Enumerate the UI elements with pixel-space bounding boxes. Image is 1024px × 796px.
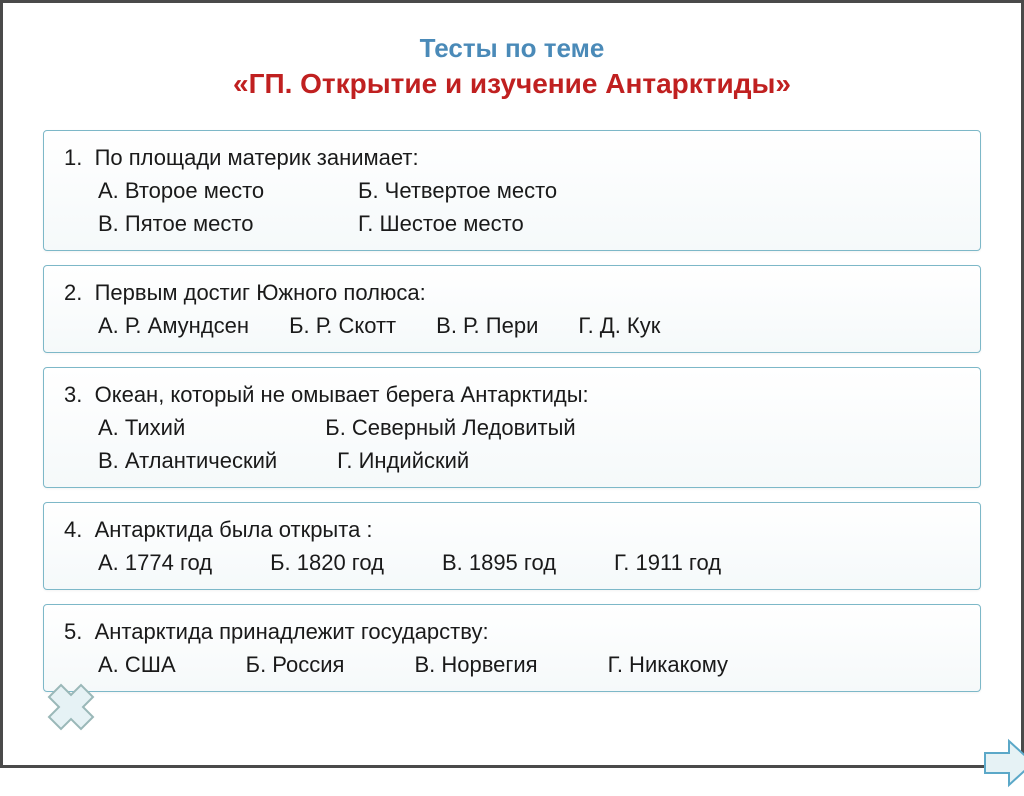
answer-item: Б. Северный Ледовитый (325, 411, 575, 444)
answer-item: Г. Никакому (608, 648, 728, 681)
answer-item: Г. Шестое место (358, 207, 538, 240)
question-3-row-2: В. Атлантический Г. Индийский (58, 444, 966, 477)
answer-item: А. Тихий (98, 411, 185, 444)
question-box-5: 5. Антарктида принадлежит государству: А… (43, 604, 981, 692)
question-1-row-1: А. Второе место Б. Четвертое место (58, 174, 966, 207)
answer-item: В. Р. Пери (436, 309, 538, 342)
slide-header: Тесты по теме «ГП. Открытие и изучение А… (43, 33, 981, 100)
question-5-row-1: А. США Б. Россия В. Норвегия Г. Никакому (58, 648, 966, 681)
question-4-text: 4. Антарктида была открыта : (58, 513, 966, 546)
answer-item: В. Атлантический (98, 444, 277, 477)
answer-item: А. 1774 год (98, 546, 212, 579)
answer-item: Г. Индийский (337, 444, 469, 477)
question-box-2: 2. Первым достиг Южного полюса: А. Р. Ам… (43, 265, 981, 353)
answer-item: Б. 1820 год (270, 546, 384, 579)
question-4-row-1: А. 1774 год Б. 1820 год В. 1895 год Г. 1… (58, 546, 966, 579)
question-box-1: 1. По площади материк занимает: А. Второ… (43, 130, 981, 251)
question-box-4: 4. Антарктида была открыта : А. 1774 год… (43, 502, 981, 590)
close-icon (43, 679, 99, 735)
answer-item: Б. Четвертое место (358, 174, 557, 207)
question-5-text: 5. Антарктида принадлежит государству: (58, 615, 966, 648)
question-3-row-1: А. Тихий Б. Северный Ледовитый (58, 411, 966, 444)
answer-item: В. Пятое место (98, 207, 278, 240)
question-1-text: 1. По площади материк занимает: (58, 141, 966, 174)
answer-item: Г. Д. Кук (578, 309, 660, 342)
answer-item: В. Норвегия (414, 648, 537, 681)
question-box-3: 3. Океан, который не омывает берега Анта… (43, 367, 981, 488)
title-line-1: Тесты по теме (43, 33, 981, 64)
arrow-right-icon (981, 735, 1024, 791)
answer-item: А. Второе место (98, 174, 278, 207)
answer-item: А. Р. Амундсен (98, 309, 249, 342)
question-1-row-2: В. Пятое место Г. Шестое место (58, 207, 966, 240)
answer-item: А. США (98, 648, 176, 681)
answer-item: В. 1895 год (442, 546, 556, 579)
close-button[interactable] (43, 679, 99, 735)
answer-item: Г. 1911 год (614, 546, 721, 579)
question-2-row-1: А. Р. Амундсен Б. Р. Скотт В. Р. Пери Г.… (58, 309, 966, 342)
answer-item: Б. Р. Скотт (289, 309, 396, 342)
title-line-2: «ГП. Открытие и изучение Антарктиды» (43, 68, 981, 100)
answer-item: Б. Россия (246, 648, 345, 681)
question-2-text: 2. Первым достиг Южного полюса: (58, 276, 966, 309)
question-3-text: 3. Океан, который не омывает берега Анта… (58, 378, 966, 411)
